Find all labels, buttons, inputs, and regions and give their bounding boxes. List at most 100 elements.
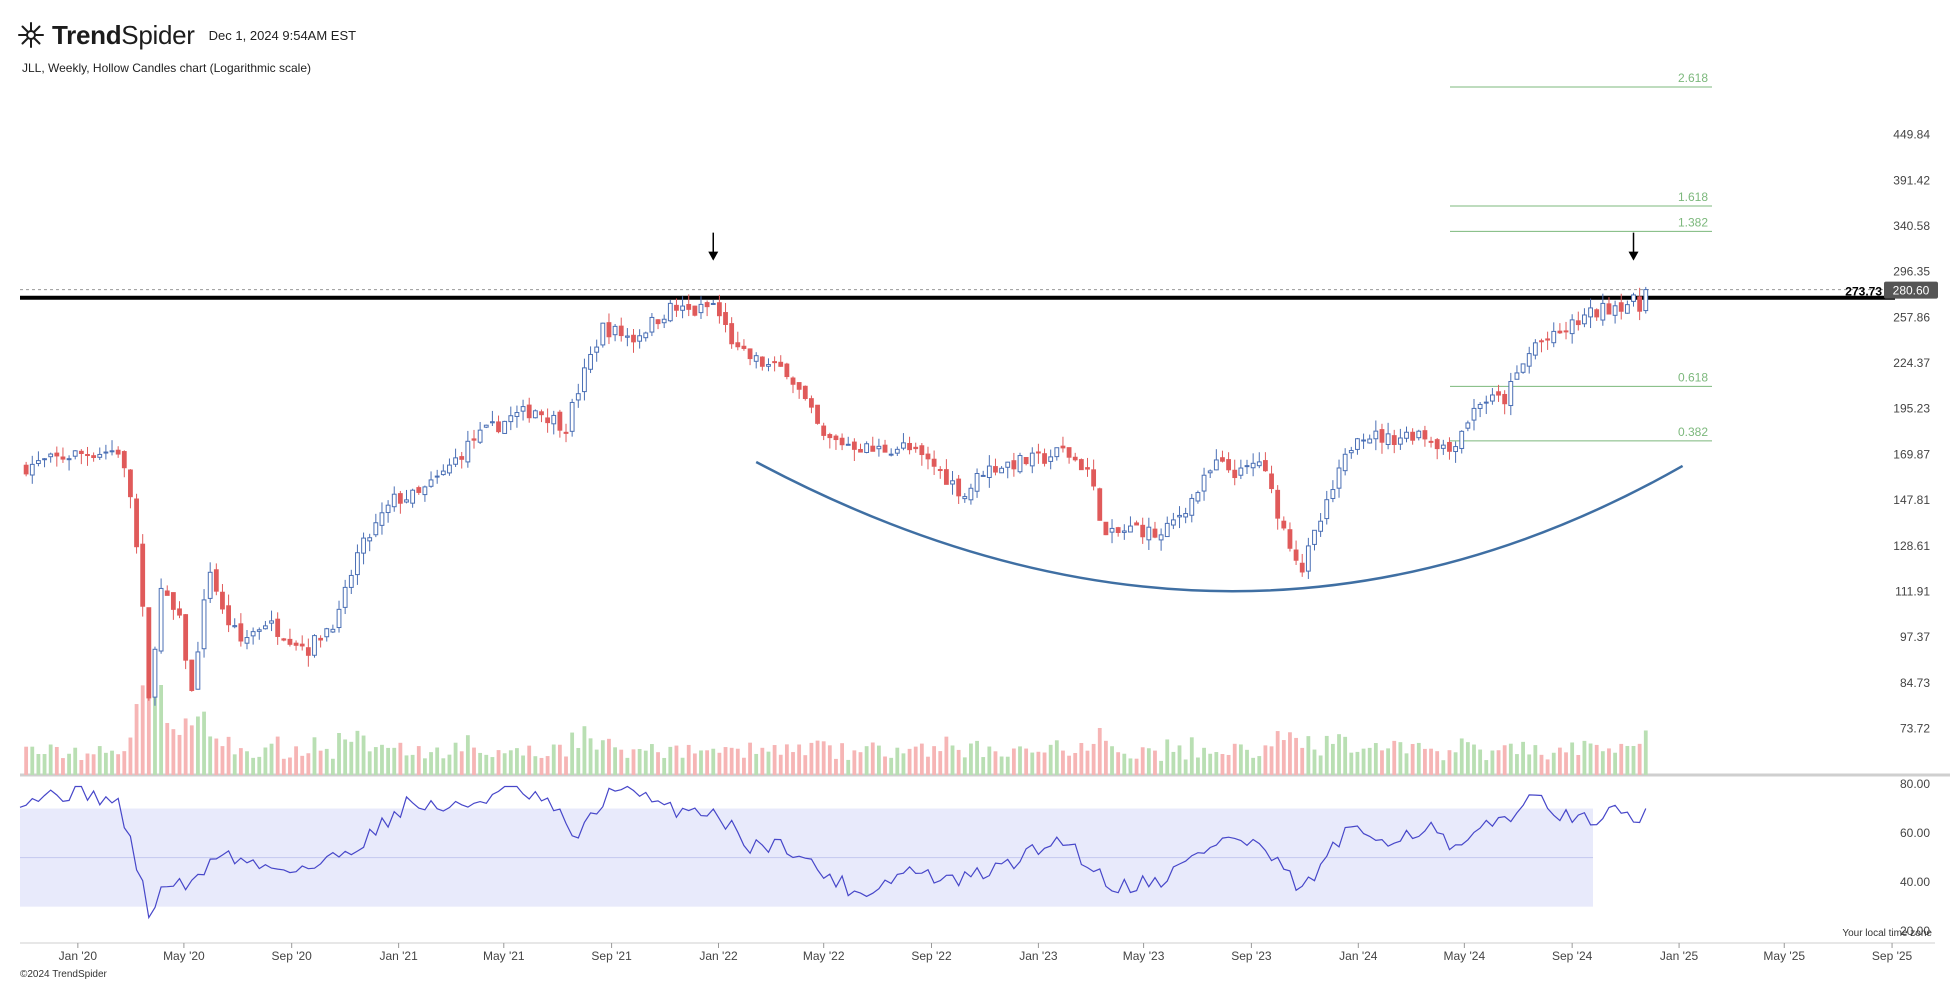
volume-bar [950, 745, 955, 775]
price-tick-label: 449.84 [1893, 128, 1930, 142]
candle-body [1220, 457, 1225, 462]
volume-bar [472, 747, 476, 775]
volume-bar [110, 750, 114, 775]
candle-body [532, 410, 538, 419]
rsi-tick-label: 40.00 [1900, 875, 1930, 889]
candle-body [545, 417, 551, 424]
candle-body [1379, 429, 1385, 443]
volume-bar [1484, 760, 1489, 775]
volume-bar [962, 757, 967, 775]
volume-bar [361, 735, 366, 775]
volume-bar [821, 741, 826, 775]
candle-body [631, 334, 636, 343]
rsi-line [19, 785, 1647, 920]
candle-body [1078, 459, 1084, 471]
time-tick-label: May '24 [1444, 949, 1486, 963]
volume-bar [24, 746, 29, 775]
volume-bar [1607, 748, 1611, 775]
candle-body [1606, 303, 1612, 315]
candle-body [864, 443, 870, 453]
candle-body [428, 479, 434, 487]
candle-body [845, 443, 851, 446]
candle-body [704, 302, 710, 308]
candle-body [1545, 338, 1551, 341]
volume-bar [680, 757, 685, 775]
volume-bar [116, 754, 121, 775]
fib-label: 2.618 [1678, 71, 1708, 85]
volume-bar [386, 747, 391, 775]
rsi-tick-label: 80.00 [1900, 777, 1930, 791]
candle-body [36, 460, 41, 464]
candle-body [980, 474, 986, 477]
volume-bar [251, 757, 256, 775]
candle-body [1011, 460, 1017, 470]
candle-body [1115, 527, 1121, 534]
candle-body [1072, 456, 1078, 461]
candle-body [459, 456, 465, 460]
volume-bar [1459, 738, 1464, 775]
fib-label: 0.618 [1678, 370, 1708, 384]
timezone-label: Your local time zone [1842, 928, 1932, 939]
candle-body [894, 448, 900, 454]
candle-body [1029, 452, 1035, 467]
volume-bar [1208, 753, 1213, 775]
volume-bar [1367, 747, 1372, 775]
candle-body [1643, 289, 1649, 312]
candle-body [1459, 430, 1465, 449]
volume-bar [373, 747, 378, 775]
fibonacci-levels: 2.618 1.618 1.382 0.618 0.382 [1450, 71, 1712, 442]
candle-body [128, 469, 133, 498]
volume-bar [508, 750, 513, 775]
arrow-head [1628, 251, 1639, 261]
candle-body [1557, 330, 1563, 334]
volume-bar [809, 742, 814, 775]
candle-body [1042, 453, 1047, 464]
candle-body [397, 493, 403, 504]
time-tick-label: Jan '22 [699, 949, 738, 963]
candle-body [582, 367, 587, 393]
volume-bar [919, 743, 924, 775]
candle-body [1048, 456, 1054, 462]
last-price-label: 280.60 [1893, 284, 1930, 298]
candle-body [1465, 422, 1471, 429]
volume-bar [1024, 748, 1029, 775]
candle-body [1189, 497, 1195, 516]
volume-bar [1153, 750, 1157, 775]
volume-bar [1189, 737, 1194, 775]
volume-bar [1085, 750, 1090, 775]
candle-body [1103, 521, 1109, 536]
candle-body [477, 429, 483, 443]
candle-body [152, 648, 158, 698]
candle-body [692, 305, 698, 316]
candle-body [1618, 302, 1624, 312]
volume-bar [453, 742, 458, 775]
candle-body [790, 377, 796, 385]
candle-body [1293, 549, 1299, 561]
time-tick-label: Sep '23 [1231, 949, 1272, 963]
volume-bar [312, 737, 317, 775]
volume-bar [1177, 745, 1182, 775]
candle-body [1453, 446, 1458, 453]
volume-bar [214, 738, 219, 775]
candle-body [1631, 294, 1636, 302]
volume-bar [999, 756, 1004, 775]
volume-bar [324, 748, 329, 775]
volume-bar [1619, 743, 1624, 775]
volume-bar [202, 711, 206, 775]
candle-body [1195, 492, 1201, 502]
candle-body [1207, 470, 1213, 474]
candle-body [741, 345, 747, 349]
candle-body [1023, 457, 1029, 465]
volume-bar [1073, 752, 1078, 775]
volume-bar [85, 753, 90, 775]
volume-bar [705, 750, 710, 775]
candle-body [1588, 307, 1593, 318]
candle-body [888, 453, 894, 456]
candle-body [1637, 296, 1643, 312]
volume-bar [521, 755, 525, 775]
rsi-tick-label: 60.00 [1900, 826, 1930, 840]
time-tick-label: May '22 [803, 949, 845, 963]
volume-bar [1324, 735, 1329, 775]
candle-body [60, 456, 66, 460]
